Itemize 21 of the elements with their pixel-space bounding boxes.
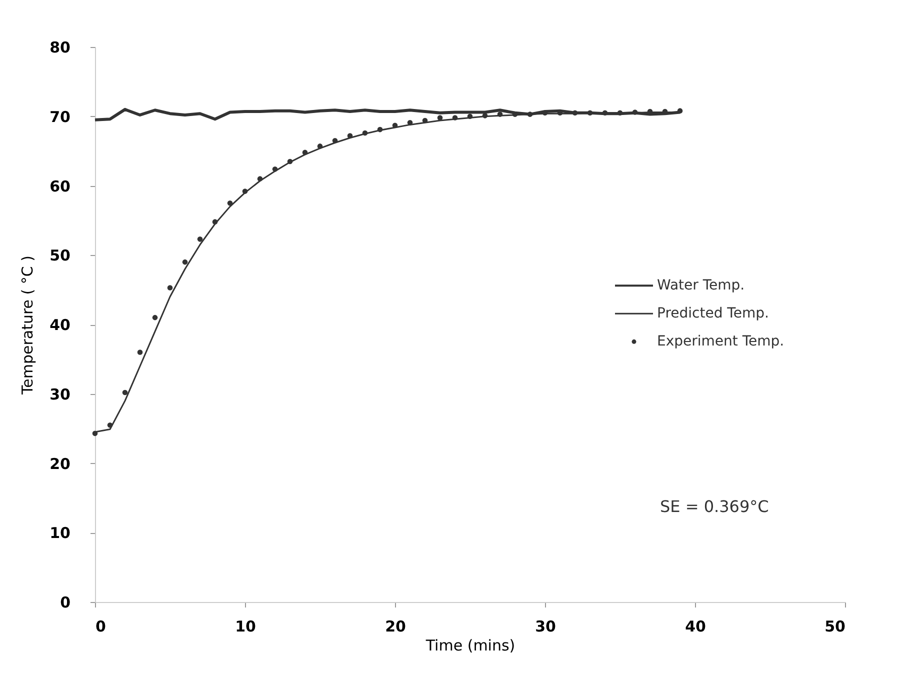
x-tick-label: 20	[385, 618, 406, 636]
y-axis-title: Temperature ( °C )	[18, 256, 37, 396]
legend-label: Water Temp.	[657, 278, 745, 294]
x-tick-label: 0	[96, 618, 106, 636]
legend-label: Experiment Temp.	[657, 334, 784, 350]
x-tick-label: 50	[824, 618, 846, 636]
y-tick-label: 50	[50, 246, 70, 265]
annotation: SE = 0.369°C	[660, 497, 769, 516]
y-tick-label: 40	[50, 316, 70, 334]
y-tick-label: 60	[50, 177, 70, 196]
legend-label: Predicted Temp.	[657, 306, 769, 322]
x-tick-label: 40	[685, 618, 706, 636]
y-tick-label: 80	[50, 38, 70, 56]
y-tick-label: 10	[50, 524, 70, 542]
x-axis-title: Time (mins)	[424, 636, 516, 654]
x-tick-label: 10	[235, 618, 256, 636]
y-tick-label: 30	[50, 385, 70, 404]
y-tick-label: 0	[60, 594, 70, 612]
y-tick-label: 20	[50, 454, 70, 473]
x-tick-label: 30	[535, 618, 556, 636]
y-tick-label: 70	[50, 108, 70, 126]
